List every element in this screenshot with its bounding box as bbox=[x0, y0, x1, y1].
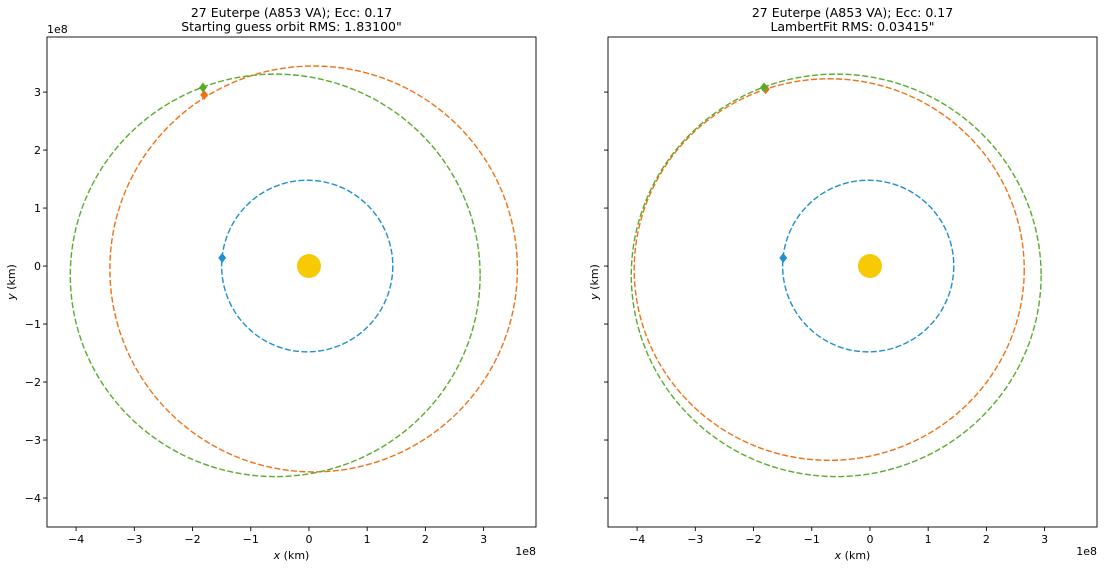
x-tick-label: −4 bbox=[68, 533, 84, 546]
x-tick-label: 2 bbox=[983, 533, 990, 546]
y-axis-label: y (km) bbox=[588, 264, 601, 301]
body-marker-3 bbox=[199, 82, 208, 93]
y-tick-label: 3 bbox=[34, 86, 41, 99]
subplot-1: 27 Euterpe (A853 VA); Ecc: 0.17Starting … bbox=[5, 5, 537, 562]
sun-marker bbox=[296, 254, 321, 279]
orbit-series-2 bbox=[109, 65, 519, 473]
chart-title-line-1: 27 Euterpe (A853 VA); Ecc: 0.17 bbox=[191, 5, 392, 20]
sun-marker bbox=[857, 254, 882, 279]
x-tick-label: 3 bbox=[1041, 533, 1048, 546]
x-tick-label: −3 bbox=[687, 533, 703, 546]
x-tick-label: 1 bbox=[925, 533, 932, 546]
x-offset-text: 1e8 bbox=[515, 545, 536, 558]
x-tick-label: 1 bbox=[364, 533, 371, 546]
y-tick-label: 2 bbox=[34, 144, 41, 157]
x-tick-label: 0 bbox=[305, 533, 312, 546]
y-tick-label: −3 bbox=[25, 434, 41, 447]
body-marker-1 bbox=[218, 252, 227, 263]
orbit-series-1 bbox=[220, 179, 394, 353]
x-offset-text: 1e8 bbox=[1076, 545, 1097, 558]
x-tick-label: 2 bbox=[422, 533, 429, 546]
x-tick-label: 3 bbox=[480, 533, 487, 546]
body-marker-1 bbox=[779, 252, 788, 263]
chart-title-line-2: Starting guess orbit RMS: 1.83100" bbox=[181, 19, 401, 34]
plot-area bbox=[69, 65, 519, 478]
x-tick-label: −4 bbox=[629, 533, 645, 546]
x-tick-label: −2 bbox=[745, 533, 761, 546]
orbit-series-3 bbox=[69, 73, 481, 478]
y-tick-label: −2 bbox=[25, 376, 41, 389]
y-tick-label: 0 bbox=[34, 260, 41, 273]
x-axis-label: x (km) bbox=[273, 549, 310, 562]
x-tick-label: 0 bbox=[866, 533, 873, 546]
subplot-2: 27 Euterpe (A853 VA); Ecc: 0.17LambertFi… bbox=[588, 5, 1098, 562]
body-marker-2 bbox=[200, 89, 209, 100]
y-axis-label: y (km) bbox=[5, 264, 18, 301]
orbit-series-1 bbox=[781, 179, 955, 353]
x-tick-label: −2 bbox=[184, 533, 200, 546]
orbit-series-3 bbox=[630, 73, 1042, 478]
plot-area bbox=[630, 73, 1042, 478]
x-axis-label: x (km) bbox=[834, 549, 871, 562]
x-tick-label: −3 bbox=[126, 533, 142, 546]
axes-frame bbox=[607, 36, 1098, 528]
body-marker-3 bbox=[760, 82, 769, 93]
orbit-series-2 bbox=[633, 78, 1025, 462]
y-tick-label: −4 bbox=[25, 492, 41, 505]
chart-title-line-2: LambertFit RMS: 0.03415" bbox=[770, 19, 934, 34]
y-tick-label: 1 bbox=[34, 202, 41, 215]
y-offset-text: 1e8 bbox=[47, 23, 68, 36]
y-tick-label: −1 bbox=[25, 318, 41, 331]
axes-frame bbox=[46, 36, 537, 528]
chart-title-line-1: 27 Euterpe (A853 VA); Ecc: 0.17 bbox=[752, 5, 953, 20]
x-tick-label: −1 bbox=[804, 533, 820, 546]
x-tick-label: −1 bbox=[243, 533, 259, 546]
